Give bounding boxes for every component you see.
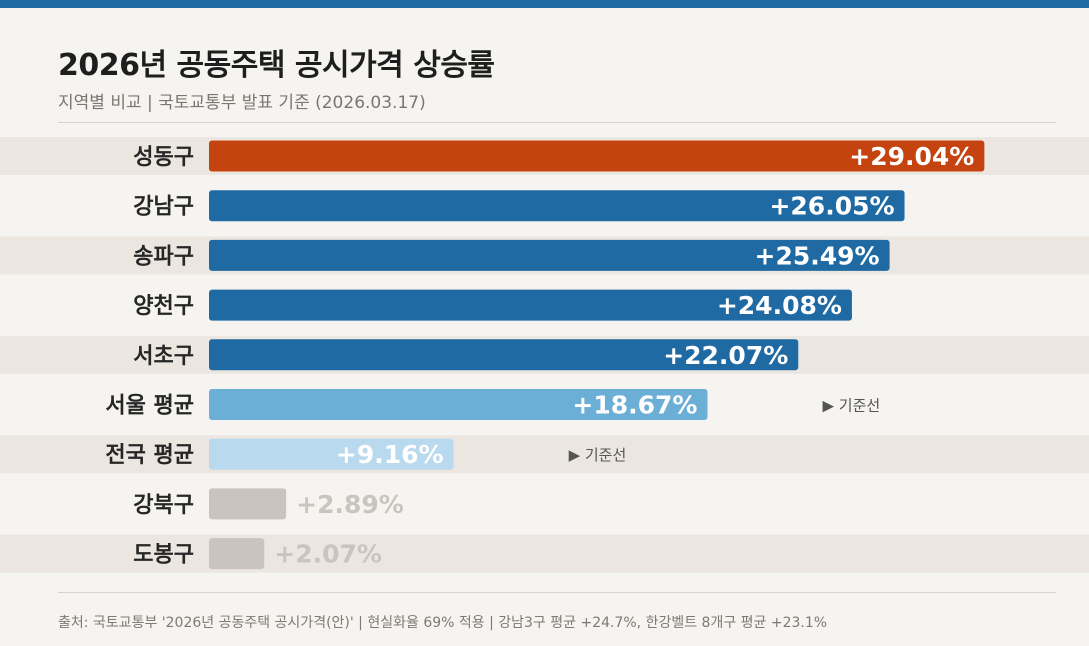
top-accent-bar (0, 0, 1089, 8)
value-label: +22.07% (663, 341, 788, 370)
value-label: +2.07% (274, 540, 382, 569)
category-label: 양천구 (133, 294, 194, 319)
bar (209, 239, 890, 271)
top-divider (58, 122, 1056, 123)
bar (209, 389, 708, 420)
chart-title: 2026년 공동주택 공시가격 상승률 (58, 48, 495, 83)
value-label: +9.16% (336, 440, 444, 469)
row-band (0, 534, 1089, 573)
bar (209, 140, 985, 172)
value-label: +2.89% (296, 490, 404, 519)
category-label: 도봉구 (133, 543, 194, 568)
value-label: +24.08% (717, 291, 842, 320)
bar-chart: 성동구 +29.04% 강남구 +26.05% 송파구 +25.49% 양천구 +24.08%… (0, 137, 1089, 573)
bar (209, 538, 265, 570)
chart-subtitle: 지역별 비교 | 국토교통부 발표 기준 (2026.03.17) (58, 93, 426, 113)
source-footnote: 출처: 국토교통부 '2026년 공동주택 공시가격(안)' | 현실화율 69… (58, 615, 828, 631)
category-label: 서초구 (133, 344, 194, 369)
category-label: 강남구 (133, 195, 194, 220)
value-label: +26.05% (769, 192, 894, 221)
value-label: +25.49% (755, 241, 880, 270)
category-label: 성동구 (133, 145, 194, 170)
bar (209, 488, 287, 520)
bar (209, 289, 852, 321)
value-label: +18.67% (572, 391, 697, 420)
bar (209, 190, 905, 222)
reference-line-label: ▶ 기준선 (569, 446, 627, 464)
row-band (0, 435, 1089, 474)
bar (209, 339, 799, 371)
bottom-divider (58, 592, 1056, 593)
category-label: 강북구 (133, 493, 194, 518)
category-label: 서울 평균 (105, 394, 194, 419)
reference-line-label: ▶ 기준선 (822, 397, 880, 415)
category-label: 전국 평균 (105, 443, 194, 468)
value-label: +29.04% (849, 142, 974, 171)
category-label: 송파구 (133, 244, 194, 269)
bar (209, 438, 454, 470)
